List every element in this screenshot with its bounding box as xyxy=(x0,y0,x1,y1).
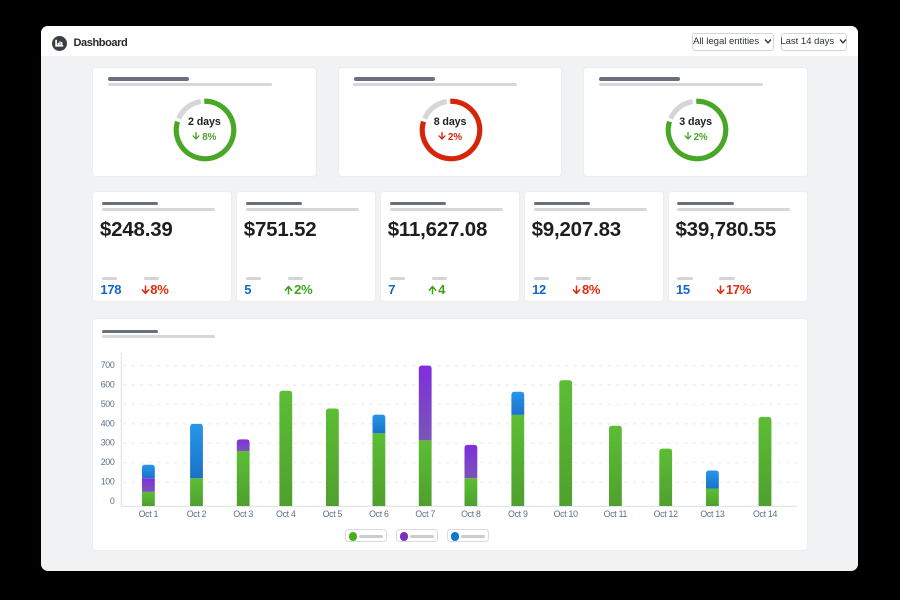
svg-text:500: 500 xyxy=(101,398,115,408)
svg-text:400: 400 xyxy=(101,418,115,428)
svg-text:Oct 7: Oct 7 xyxy=(415,509,435,519)
svg-text:300: 300 xyxy=(101,437,115,447)
svg-text:Oct 5: Oct 5 xyxy=(323,509,343,519)
svg-text:Oct 13: Oct 13 xyxy=(700,509,725,519)
svg-text:Oct 14: Oct 14 xyxy=(753,509,778,519)
svg-text:Oct 10: Oct 10 xyxy=(554,509,579,519)
svg-text:100: 100 xyxy=(101,476,115,486)
svg-text:0: 0 xyxy=(110,496,115,506)
svg-text:Oct 8: Oct 8 xyxy=(461,509,481,519)
svg-text:200: 200 xyxy=(101,457,115,467)
svg-text:Oct 9: Oct 9 xyxy=(508,509,528,519)
svg-text:Oct 6: Oct 6 xyxy=(369,509,389,519)
svg-text:Oct 1: Oct 1 xyxy=(139,509,159,519)
svg-text:Oct 4: Oct 4 xyxy=(276,509,296,519)
svg-text:600: 600 xyxy=(101,379,115,389)
svg-text:Oct 11: Oct 11 xyxy=(604,509,628,519)
svg-text:Oct 3: Oct 3 xyxy=(233,509,253,519)
svg-text:Oct 12: Oct 12 xyxy=(654,509,679,519)
svg-text:700: 700 xyxy=(101,360,115,370)
svg-text:Oct 2: Oct 2 xyxy=(187,509,207,519)
